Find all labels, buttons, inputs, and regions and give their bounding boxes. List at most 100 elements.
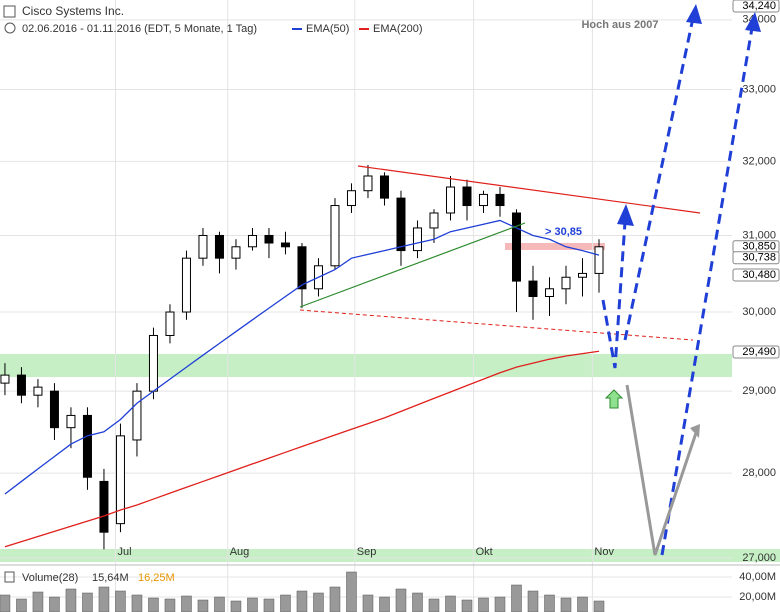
icon	[4, 571, 15, 583]
volume-bar	[16, 598, 27, 612]
candle-body	[66, 414, 76, 429]
candle-body	[511, 212, 521, 282]
candle-body	[33, 386, 43, 396]
candle-body	[363, 175, 373, 192]
candle-body	[198, 234, 208, 259]
price-label-box	[732, 0, 780, 13]
y-tick-label: 28,000	[742, 467, 776, 479]
volume-bar	[0, 594, 11, 612]
volume-bar	[49, 596, 60, 612]
volume-bar	[560, 597, 572, 612]
candle-body	[528, 280, 538, 298]
volume-label: Volume(28)	[22, 572, 78, 584]
price-label-box	[732, 268, 780, 282]
candle-body	[379, 175, 389, 199]
volume-bar	[593, 600, 605, 612]
candle-body	[495, 193, 505, 207]
volume-bar	[379, 596, 390, 612]
legend-entry: EMA(200)	[373, 23, 423, 35]
price-label: 30,738	[742, 252, 776, 264]
volume-bar	[544, 594, 555, 612]
candle-body	[99, 480, 109, 533]
candle-body	[429, 212, 439, 229]
support-zone	[0, 354, 732, 377]
price-label: 30,480	[742, 269, 776, 281]
resistance-zone	[505, 243, 605, 250]
candle-body	[0, 374, 10, 384]
price-label-box	[732, 251, 780, 265]
candle-body	[330, 205, 340, 267]
y-tick-label: 31,000	[742, 229, 776, 241]
volume-bar	[181, 595, 192, 612]
chart-title: Cisco Systems Inc.	[22, 4, 124, 18]
volume-bar	[115, 590, 126, 612]
volume-bar	[494, 596, 506, 612]
price-label-box	[732, 345, 780, 359]
volume-bar	[313, 592, 324, 612]
volume-bar	[461, 599, 473, 612]
y-tick-label: 34,000	[742, 14, 776, 26]
candle-body	[396, 197, 406, 252]
candle-body	[594, 246, 604, 274]
volume-last: 15,64M	[92, 572, 129, 584]
trend-line	[299, 222, 526, 308]
volume-bar	[478, 597, 489, 612]
icon	[4, 22, 16, 34]
x-tick-label: Sep	[357, 546, 377, 558]
candle-body	[544, 288, 554, 298]
candle-body	[231, 246, 241, 259]
volume-bar	[527, 590, 539, 612]
volume-bar	[148, 597, 159, 612]
y-tick-label: 33,000	[742, 83, 776, 95]
volume-bar	[164, 598, 176, 612]
candle-body	[280, 242, 290, 248]
annotation: Hoch aus 2007	[581, 19, 658, 31]
up-arrow	[604, 389, 624, 409]
x-tick-label: Aug	[230, 546, 250, 558]
price-label: 30,850	[742, 241, 776, 253]
candle-body	[82, 414, 92, 478]
volume-bar	[247, 597, 258, 612]
candle-body	[346, 190, 356, 207]
price-label: 29,490	[742, 346, 776, 358]
volume-pane: 20,00M 40,00M	[0, 571, 776, 612]
x-tick-label: Okt	[476, 546, 493, 558]
volume-bar	[214, 596, 225, 612]
price-label: 34,240	[742, 0, 776, 12]
volume-bar	[445, 595, 456, 612]
y-tick-label: 20,00M	[739, 591, 776, 603]
y-tick-label: 32,000	[742, 155, 776, 167]
y-tick-label: 40,00M	[739, 571, 776, 583]
volume-bar	[296, 590, 308, 612]
candle-body	[115, 435, 125, 525]
candle-body	[16, 374, 26, 396]
candle-body	[561, 276, 571, 290]
annotation: > 30,85	[545, 226, 582, 238]
arrow-head	[690, 424, 700, 438]
candle-body	[181, 257, 191, 313]
volume-bar	[329, 586, 341, 612]
subtitle: 02.06.2016 - 01.11.2016 (EDT, 5 Monate, …	[22, 23, 257, 35]
ema-line	[4, 350, 600, 548]
volume-bar	[280, 594, 291, 612]
candle-body	[49, 390, 59, 429]
volume-bar	[428, 598, 440, 612]
ema-line	[4, 219, 600, 495]
volume-bar	[412, 592, 423, 612]
volume-bar	[32, 591, 44, 612]
x-tick-label: Jul	[118, 546, 132, 558]
y-tick-label: 29,000	[742, 385, 776, 397]
y-tick-label: 27,000	[742, 552, 776, 564]
trend-line	[357, 165, 701, 214]
candle-body	[445, 186, 455, 214]
candle-body	[247, 234, 257, 248]
forecast-arrows	[601, 17, 754, 556]
trend-line	[299, 309, 694, 341]
volume-bar	[82, 592, 93, 612]
volume-bar	[346, 571, 357, 612]
y-tick-label: 30,000	[742, 306, 776, 318]
scenario-arrow	[625, 384, 699, 556]
